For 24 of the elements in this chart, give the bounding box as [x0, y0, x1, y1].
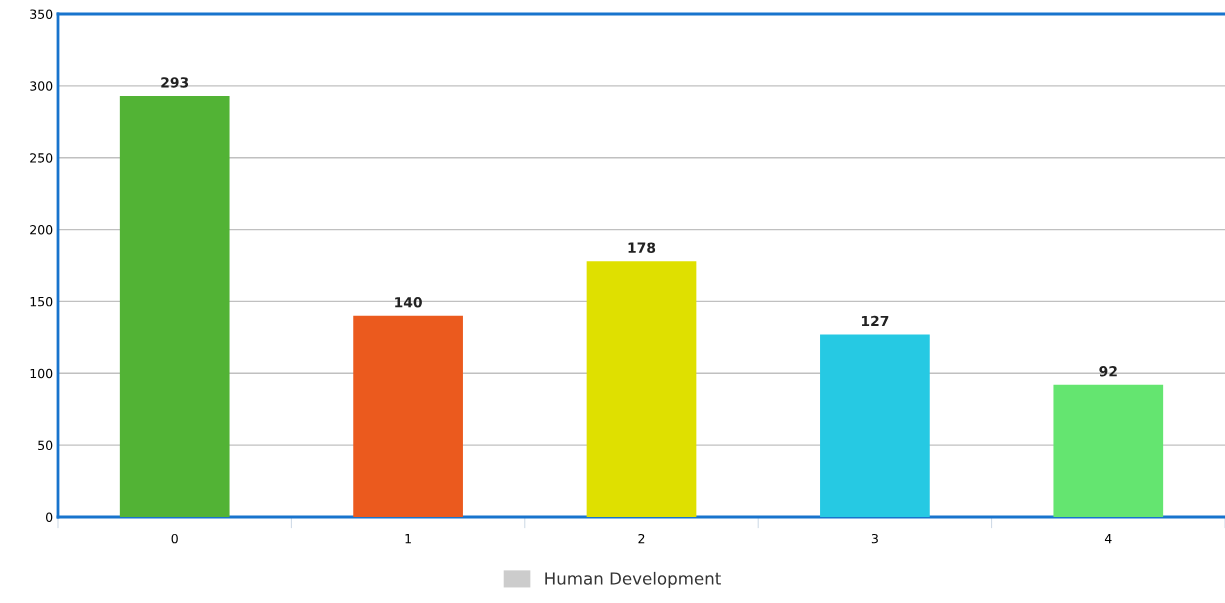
bar	[820, 334, 930, 517]
x-tick-label: 2	[638, 533, 645, 544]
bar	[119, 95, 230, 517]
y-tick-label: 50	[38, 440, 53, 451]
text: Human Development	[545, 571, 721, 588]
bar	[1053, 384, 1164, 517]
data-label: 293	[161, 77, 189, 88]
y-tick-label: 150	[30, 296, 53, 307]
x-tick-label: 1	[405, 534, 411, 544]
data-label: 92	[1099, 366, 1117, 377]
y-tick-label: 200	[30, 225, 53, 235]
y-tick-label: 100	[30, 368, 53, 379]
data-label: 178	[628, 242, 656, 253]
y-tick-label: 250	[30, 153, 53, 163]
data-label: 127	[861, 315, 889, 327]
y-tick-label: 300	[30, 81, 53, 91]
bar	[586, 261, 697, 517]
data-label: 140	[395, 297, 422, 308]
y-tick-label: 350	[30, 9, 53, 19]
x-tick-label: 3	[871, 533, 878, 544]
x-tick-label: 0	[171, 533, 178, 544]
x-tick-label: 4	[1104, 534, 1112, 544]
y-tick-label: 0	[46, 512, 53, 522]
bar	[353, 315, 463, 517]
